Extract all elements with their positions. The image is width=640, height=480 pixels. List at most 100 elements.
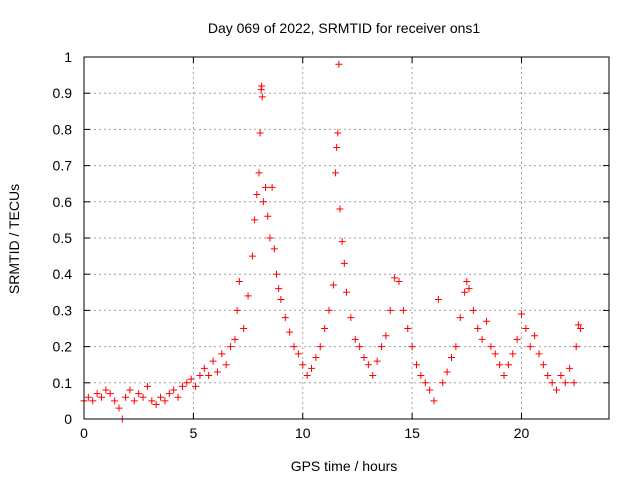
data-point — [421, 379, 429, 387]
data-point — [369, 372, 377, 380]
data-point — [338, 238, 346, 246]
data-point — [174, 393, 182, 401]
data-point — [382, 332, 390, 340]
data-point — [187, 375, 195, 383]
data-point — [259, 198, 267, 206]
y-tick-label: 0.7 — [53, 158, 73, 174]
data-point — [518, 310, 525, 318]
data-point — [496, 361, 504, 369]
data-point — [434, 296, 442, 304]
y-tick-label: 0.9 — [53, 85, 73, 101]
data-point — [566, 364, 574, 372]
chart-title: Day 069 of 2022, SRMTID for receiver ons… — [208, 20, 481, 36]
data-point — [270, 245, 278, 253]
data-point — [343, 288, 350, 296]
data-point — [170, 386, 178, 394]
data-point — [364, 361, 372, 369]
data-point — [548, 379, 556, 387]
data-point — [577, 325, 585, 332]
data-point — [426, 386, 434, 394]
data-point — [544, 372, 552, 380]
x-axis-label: GPS time / hours — [291, 458, 398, 474]
data-point — [443, 368, 451, 376]
x-tick-label: 15 — [404, 425, 420, 441]
data-point — [535, 350, 543, 358]
data-point — [351, 335, 359, 343]
data-point — [408, 343, 416, 351]
data-point — [333, 144, 341, 151]
data-point — [513, 335, 521, 343]
x-tick-label: 20 — [514, 425, 530, 441]
data-point — [336, 205, 344, 213]
data-point — [413, 361, 420, 369]
data-point — [561, 379, 569, 387]
data-point — [143, 382, 151, 390]
data-point — [329, 281, 337, 289]
data-point — [335, 60, 343, 68]
data-point — [244, 292, 252, 300]
data-point — [461, 288, 469, 296]
data-point — [483, 317, 490, 325]
data-point — [258, 93, 266, 101]
data-point — [572, 343, 580, 351]
data-point — [258, 82, 266, 90]
data-points — [80, 60, 585, 423]
data-point — [161, 397, 169, 405]
data-point — [290, 343, 298, 351]
data-point — [404, 325, 412, 332]
data-point — [531, 332, 539, 340]
data-point — [399, 306, 407, 314]
data-point — [148, 397, 156, 405]
data-point — [135, 390, 143, 398]
data-point — [325, 306, 333, 314]
x-tick-label: 10 — [295, 425, 311, 441]
data-point — [522, 325, 530, 332]
grid — [84, 57, 609, 419]
data-point — [574, 321, 582, 329]
data-point — [165, 390, 173, 398]
y-tick-label: 0.3 — [53, 302, 73, 318]
data-point — [209, 357, 217, 365]
data-point — [256, 129, 264, 137]
data-point — [253, 191, 261, 199]
data-point — [286, 328, 294, 336]
y-tick-label: 0.4 — [53, 266, 73, 282]
data-point — [469, 306, 477, 314]
data-point — [248, 252, 256, 260]
data-point — [570, 379, 578, 387]
data-point — [312, 353, 320, 361]
y-tick-label: 0.5 — [53, 230, 73, 246]
data-point — [227, 343, 235, 351]
data-point — [122, 393, 130, 401]
data-point — [273, 270, 280, 278]
data-point — [115, 404, 123, 412]
data-point — [334, 129, 342, 137]
data-point — [303, 372, 311, 380]
data-point — [465, 285, 473, 293]
x-tick-label: 0 — [80, 425, 88, 441]
data-point — [262, 183, 270, 191]
y-axis-label: SRMTID / TECUs — [6, 184, 22, 294]
data-point — [213, 368, 221, 376]
data-point — [264, 212, 272, 220]
data-point — [356, 343, 364, 351]
y-ticks: 0 0.1 0.2 0.3 0.4 0.5 0.6 0.7 0.8 0.9 1 — [53, 49, 609, 427]
y-tick-label: 1 — [64, 49, 72, 65]
data-point — [157, 393, 165, 401]
data-point — [557, 372, 565, 380]
data-point — [89, 397, 97, 405]
y-tick-label: 0.8 — [53, 121, 73, 137]
data-point — [321, 325, 329, 332]
data-point — [308, 364, 315, 372]
data-point — [491, 350, 499, 358]
data-point — [539, 361, 547, 369]
data-point — [255, 169, 263, 177]
data-point — [347, 314, 355, 322]
y-tick-label: 0.6 — [53, 194, 73, 210]
data-point — [231, 335, 239, 343]
data-point — [102, 386, 110, 394]
data-point — [218, 350, 226, 358]
data-point — [205, 372, 213, 380]
data-point — [222, 361, 230, 369]
